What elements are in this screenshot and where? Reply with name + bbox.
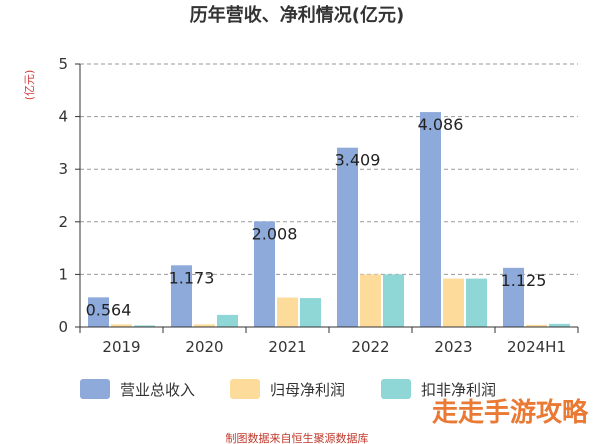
legend-swatch bbox=[381, 379, 411, 399]
legend-label: 营业总收入 bbox=[120, 381, 195, 399]
legend-swatch bbox=[230, 379, 260, 399]
y-tick-label: 2 bbox=[58, 213, 68, 231]
data-label: 2.008 bbox=[252, 224, 298, 243]
footer-source: 制图数据来自恒生聚源数据库 bbox=[226, 431, 369, 444]
data-label: 3.409 bbox=[335, 151, 381, 170]
data-label: 1.173 bbox=[169, 268, 215, 287]
data-label: 1.125 bbox=[501, 271, 547, 290]
y-tick-label: 1 bbox=[58, 265, 68, 283]
bar-1 bbox=[88, 297, 109, 327]
bar-1 bbox=[171, 265, 192, 327]
bar-2 bbox=[111, 324, 132, 327]
x-tick-label: 2021 bbox=[268, 338, 306, 356]
y-tick-label: 0 bbox=[58, 318, 68, 336]
legend-swatch bbox=[80, 379, 110, 399]
x-tick-label: 2023 bbox=[434, 338, 472, 356]
legend: 营业总收入 归母净利润 扣非净利润 bbox=[80, 379, 496, 399]
y-axis-label: (亿元) bbox=[23, 70, 36, 101]
bar-1 bbox=[420, 112, 441, 327]
watermark: 走走手游攻略 bbox=[432, 397, 589, 428]
bar-3 bbox=[217, 314, 238, 327]
bar-1 bbox=[337, 147, 358, 327]
x-tick-label: 2022 bbox=[351, 338, 389, 356]
axes: 0 1 2 3 4 5 2019 2020 2021 2022 2023 2024H1 bbox=[58, 55, 579, 356]
bar-2 bbox=[194, 324, 215, 327]
bar-3 bbox=[549, 323, 570, 327]
bar-2 bbox=[443, 278, 464, 327]
legend-label: 归母净利润 bbox=[270, 381, 345, 399]
bar-3 bbox=[300, 298, 321, 327]
bar-1 bbox=[254, 221, 275, 327]
bars bbox=[88, 112, 570, 327]
bar-3 bbox=[134, 325, 155, 327]
bar-2 bbox=[526, 324, 547, 327]
y-tick-label: 5 bbox=[58, 55, 68, 73]
x-tick-label: 2024H1 bbox=[507, 338, 566, 356]
x-tick-label: 2019 bbox=[102, 338, 140, 356]
gridlines bbox=[80, 63, 578, 275]
y-tick-label: 4 bbox=[58, 108, 68, 126]
legend-label: 扣非净利润 bbox=[421, 381, 496, 399]
y-tick-label: 3 bbox=[58, 160, 68, 178]
bar-2 bbox=[360, 274, 381, 327]
bar-2 bbox=[277, 297, 298, 327]
data-label: 0.564 bbox=[86, 300, 132, 319]
data-label: 4.086 bbox=[418, 115, 464, 134]
bar-1 bbox=[503, 267, 524, 327]
chart-title: 历年营收、净利情况(亿元) bbox=[190, 4, 404, 26]
bar-3 bbox=[466, 278, 487, 327]
bar-3 bbox=[383, 274, 404, 327]
x-tick-label: 2020 bbox=[185, 338, 223, 356]
data-labels: 0.564 1.173 2.008 3.409 4.086 1.125 bbox=[86, 115, 547, 319]
